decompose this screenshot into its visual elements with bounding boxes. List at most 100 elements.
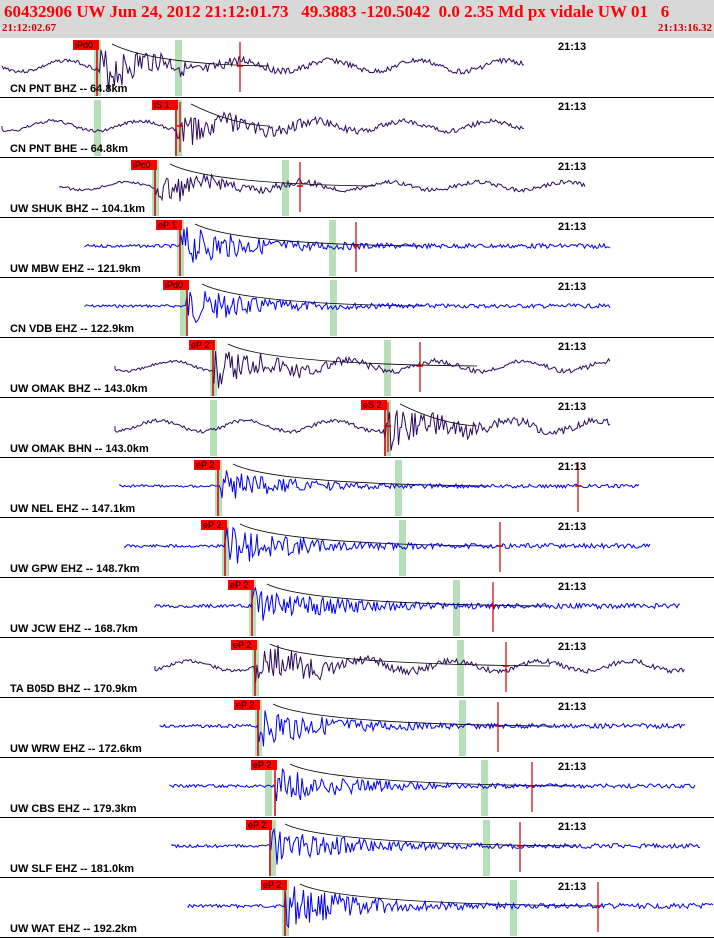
station-label: UW CBS EHZ -- 179.3km (10, 803, 137, 815)
trace-row[interactable]: eP 2 21:13 UW WAT EHZ -- 192.2km (0, 880, 714, 938)
event-title: 60432906 UW Jun 24, 2012 21:12:01.73 49.… (4, 2, 670, 21)
waveform (114, 351, 611, 389)
window-start-time: 21:12:02.67 (2, 22, 57, 34)
pick-label: eP 2 (233, 640, 251, 650)
pick-label-box[interactable] (246, 820, 272, 830)
pick-label: eP 2 (196, 460, 214, 470)
coda-decay-curve (269, 643, 551, 667)
trace-row[interactable]: iPd0 21:13 CN PNT BHZ -- 64.8km (0, 40, 714, 98)
pick-label-box[interactable] (73, 40, 99, 50)
time-mark-label: 21:13 (558, 281, 586, 293)
pick-label-box[interactable] (131, 160, 157, 170)
station-label: UW JCW EHZ -- 168.7km (10, 623, 138, 635)
waveform (1, 111, 524, 145)
trace-row[interactable]: eP 2 21:13 UW CBS EHZ -- 179.3km (0, 760, 714, 818)
trace-row[interactable]: iS 1 21:13 CN PNT BHE -- 64.8km (0, 100, 714, 158)
coda-decay-curve (227, 343, 478, 367)
pick-label-box[interactable] (361, 400, 387, 410)
waveform (84, 291, 611, 324)
pick-label: eS 2 (363, 400, 382, 410)
station-label: CN PNT BHZ -- 64.8km (10, 83, 128, 95)
pick-label-box[interactable] (261, 880, 287, 890)
station-label: UW SLF EHZ -- 181.0km (10, 863, 134, 875)
time-mark-label: 21:13 (558, 41, 586, 53)
pick-label: eP 2 (236, 700, 254, 710)
station-label: TA B05D BHZ -- 170.9km (10, 683, 137, 695)
pick-label-box[interactable] (234, 700, 260, 710)
pick-label-box[interactable] (194, 460, 220, 470)
waveform (119, 470, 640, 499)
pick-label: iPd0 (165, 280, 183, 290)
station-label: UW WRW EHZ -- 172.6km (10, 743, 142, 755)
station-label: UW OMAK BHZ -- 143.0km (10, 383, 148, 395)
pick-label-box[interactable] (163, 280, 189, 290)
time-mark-label: 21:13 (558, 701, 586, 713)
coda-window-band (481, 760, 488, 816)
pick-label-box[interactable] (201, 520, 227, 530)
time-mark-label: 21:13 (558, 821, 586, 833)
window-end-time: 21:13:16.32 (657, 22, 712, 34)
pick-label-box[interactable] (156, 220, 182, 230)
waveform (171, 827, 701, 865)
pick-label: eP 2 (263, 880, 281, 890)
time-mark-label: 21:13 (558, 761, 586, 773)
coda-window-band (282, 160, 289, 216)
pick-label: eP 2 (203, 520, 221, 530)
waveform (1, 49, 525, 91)
time-mark-label: 21:13 (558, 641, 586, 653)
coda-decay-curve (194, 223, 423, 247)
trace-row[interactable]: eS 2 21:13 UW OMAK BHN -- 143.0km (0, 400, 714, 458)
coda-decay-curve (284, 823, 577, 847)
trace-row[interactable]: iPc0 21:13 UW SHUK BHZ -- 104.1km (0, 160, 714, 218)
waveform (59, 172, 586, 202)
coda-decay-curve (232, 463, 489, 487)
coda-decay-curve (190, 103, 269, 127)
station-label: UW GPW EHZ -- 148.7km (10, 563, 140, 575)
trace-row[interactable]: eP 2 21:13 TA B05D BHZ -- 170.9km (0, 640, 714, 698)
time-mark-label: 21:13 (558, 161, 586, 173)
pick-label-box[interactable] (231, 640, 257, 650)
trace-row[interactable]: iPd0 21:13 CN VDB EHZ -- 122.9km (0, 280, 714, 338)
waveform (114, 410, 611, 451)
station-label: CN PNT BHE -- 64.8km (10, 143, 128, 155)
pick-label: eP 2 (248, 820, 266, 830)
trace-row[interactable]: eP 1 21:13 UW MBW EHZ -- 121.9km (0, 220, 714, 278)
coda-window-band (384, 340, 391, 396)
time-mark-label: 21:13 (558, 341, 586, 353)
waveform (159, 710, 686, 747)
p-window-band (180, 280, 187, 336)
pick-label-box[interactable] (152, 100, 178, 110)
coda-window-band (459, 700, 466, 756)
station-label: UW OMAK BHN -- 143.0km (10, 443, 149, 455)
waveform (124, 526, 651, 564)
pick-label-box[interactable] (228, 580, 254, 590)
waveform (169, 768, 696, 802)
trace-row[interactable]: eP 2 21:13 UW OMAK BHZ -- 143.0km (0, 340, 714, 398)
waveform (187, 886, 714, 929)
coda-decay-curve (272, 703, 553, 727)
waveform (154, 644, 685, 683)
trace-row[interactable]: eP 2 21:13 UW SLF EHZ -- 181.0km (0, 820, 714, 878)
coda-window-band (510, 880, 517, 936)
time-mark-label: 21:13 (558, 101, 586, 113)
pick-label: iPc0 (133, 160, 151, 170)
trace-row[interactable]: eP 2 21:13 UW NEL EHZ -- 147.1km (0, 460, 714, 518)
coda-decay-curve (201, 283, 424, 307)
time-mark-label: 21:13 (558, 221, 586, 233)
time-mark-label: 21:13 (558, 401, 586, 413)
trace-row[interactable]: eP 2 21:13 UW WRW EHZ -- 172.6km (0, 700, 714, 758)
trace-row[interactable]: eP 2 21:13 UW GPW EHZ -- 148.7km (0, 520, 714, 578)
p-window-band (269, 820, 276, 876)
p-window-band (265, 760, 272, 816)
coda-window-band (457, 640, 464, 696)
pick-label: eP 2 (191, 340, 209, 350)
coda-decay-curve (399, 403, 478, 427)
station-label: UW MBW EHZ -- 121.9km (10, 263, 141, 275)
pick-label-box[interactable] (251, 760, 277, 770)
station-label: UW NEL EHZ -- 147.1km (10, 503, 135, 515)
station-label: CN VDB EHZ -- 122.9km (10, 323, 134, 335)
trace-row[interactable]: eP 2 21:13 UW JCW EHZ -- 168.7km (0, 580, 714, 638)
pick-label-box[interactable] (189, 340, 215, 350)
coda-window-band (483, 820, 490, 876)
pick-label: iPd0 (75, 40, 93, 50)
